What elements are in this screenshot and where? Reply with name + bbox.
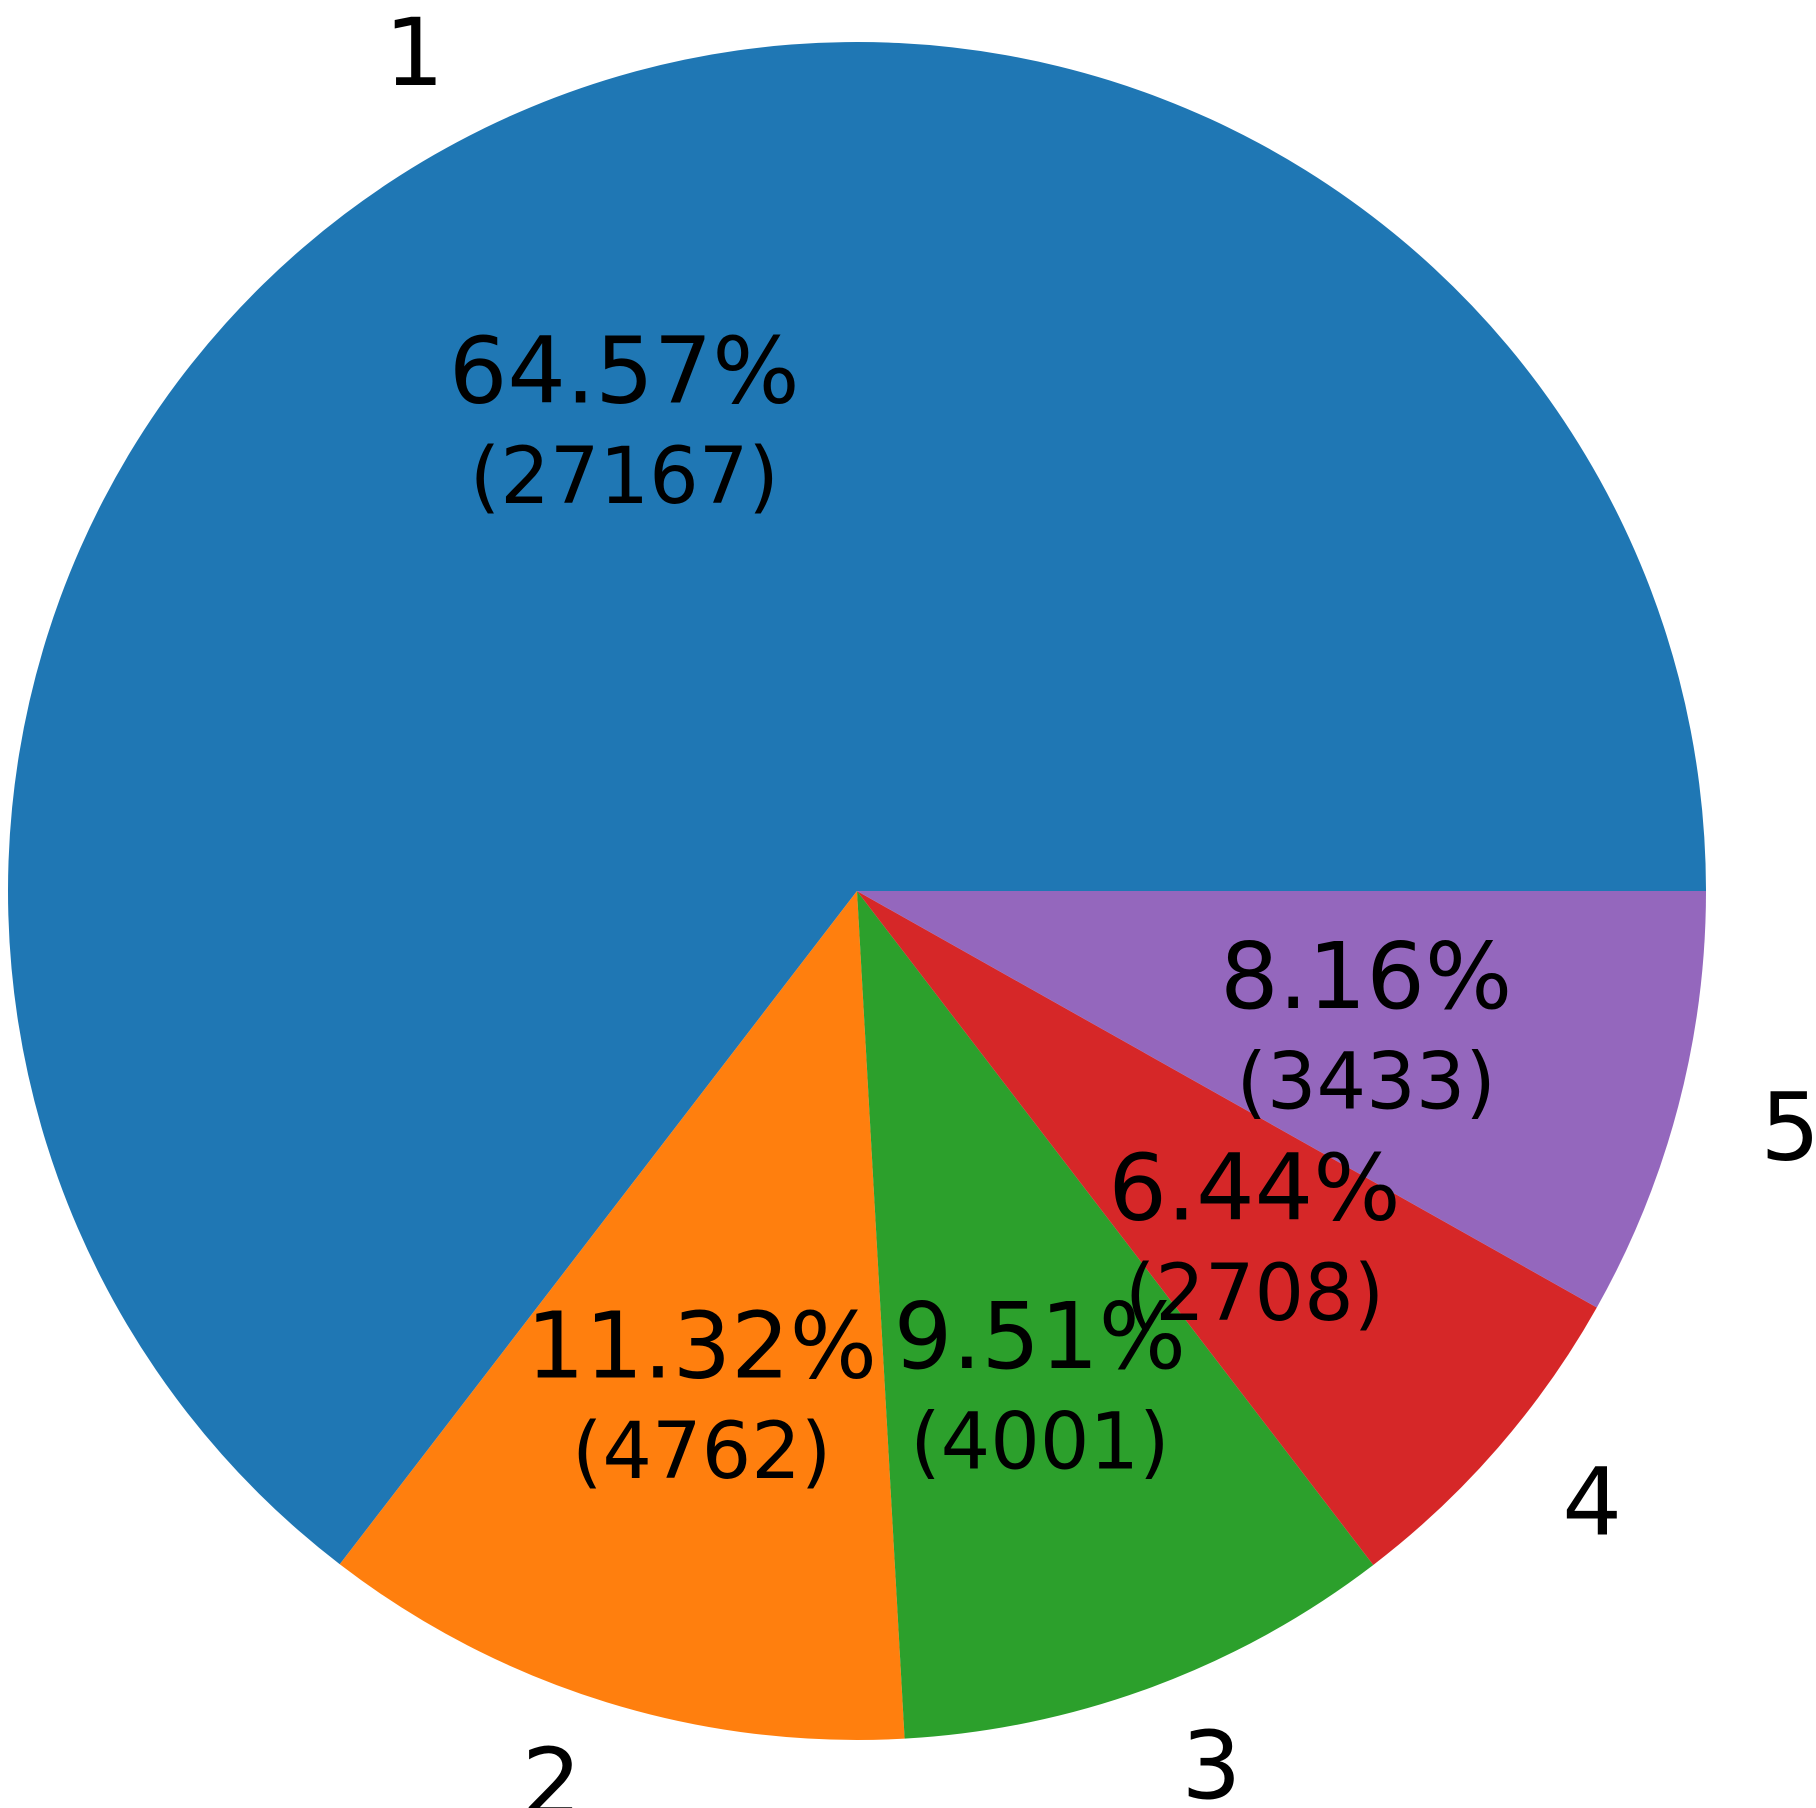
pie-slice-4 <box>857 891 1597 1565</box>
slice-percent-1: 64.57% <box>449 317 800 424</box>
slice-label-3: 3 <box>1182 1712 1242 1808</box>
pie-slices <box>8 42 1706 1740</box>
slice-count-5: (3433) <box>1237 1038 1496 1128</box>
pie-slice-2 <box>339 891 905 1740</box>
pie-labels: 1 64.57%(27167) 2 11.32%(4762) 3 9.51%(4001) 4… <box>384 0 1816 1808</box>
pie-slice-3 <box>857 891 1374 1739</box>
slice-count-3: (4001) <box>910 1398 1169 1488</box>
slice-label-1: 1 <box>384 0 444 108</box>
slice-label-5: 5 <box>1760 1073 1816 1182</box>
slice-percent-2: 11.32% <box>526 1293 877 1400</box>
slice-percent-3: 9.51% <box>894 1283 1186 1390</box>
slice-label-2: 2 <box>522 1729 582 1808</box>
slice-count-2: (4762) <box>572 1407 831 1497</box>
slice-label-4: 4 <box>1562 1449 1622 1558</box>
slice-count-4: (2708) <box>1125 1249 1384 1339</box>
slice-percent-4: 6.44% <box>1108 1135 1400 1242</box>
slice-count-1: (27167) <box>470 432 779 522</box>
pie-slice-1 <box>8 42 1706 1565</box>
pie-slice-5 <box>857 891 1706 1308</box>
slice-percent-5: 8.16% <box>1220 923 1512 1030</box>
